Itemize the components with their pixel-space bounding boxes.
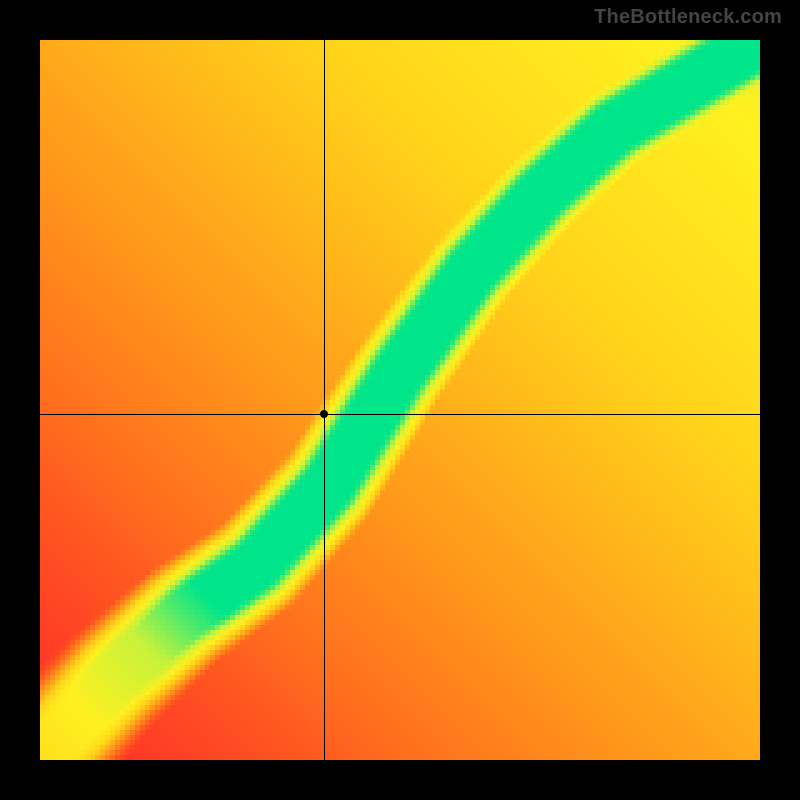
heatmap-canvas	[40, 40, 760, 760]
plot-area	[40, 40, 760, 760]
stage: TheBottleneck.com	[0, 0, 800, 800]
crosshair-horizontal	[40, 414, 760, 415]
watermark-label: TheBottleneck.com	[594, 6, 782, 29]
crosshair-vertical	[324, 40, 325, 760]
